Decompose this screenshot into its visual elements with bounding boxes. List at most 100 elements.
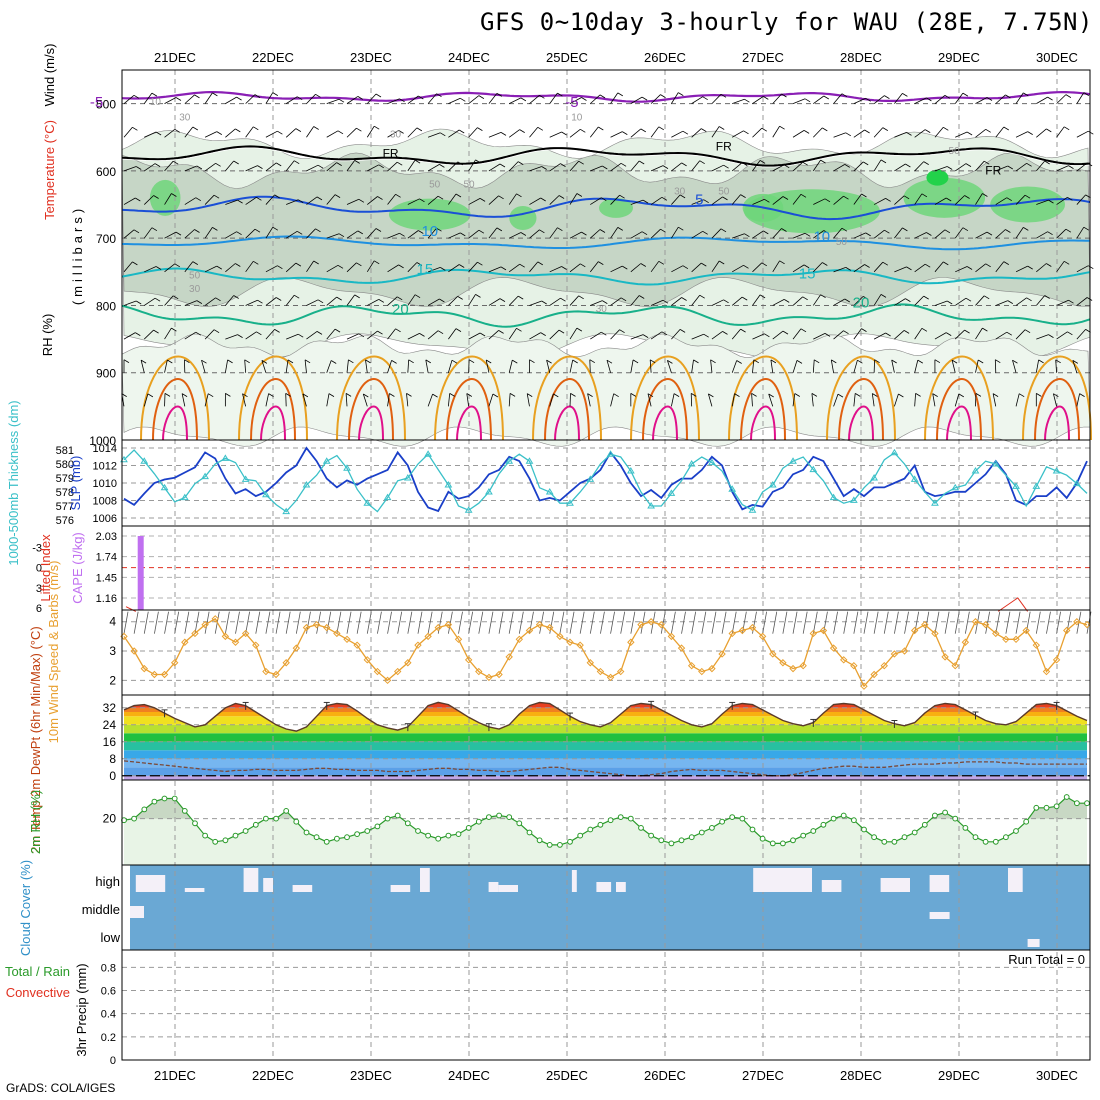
surface-wind-barb (762, 611, 768, 634)
surface-wind-barb (184, 611, 190, 634)
surface-wind-barb (387, 611, 392, 634)
wind-barb-feather (578, 295, 584, 300)
wind-barb-feather (744, 233, 750, 238)
wind-barb-feather (1023, 92, 1029, 97)
rh-contour-label: 30 (189, 284, 201, 295)
wind-barb (225, 128, 236, 138)
wind-barb-feather (561, 266, 567, 270)
wind-barb-feather (699, 160, 705, 165)
wind-barb (407, 159, 416, 172)
surface-wind-barb (559, 611, 565, 634)
wind-barb-feather (257, 165, 263, 169)
temp2m-axis-label: 2m Temp 2m DewPt (6hr Min/Max) (°C) (28, 626, 43, 853)
precip-conv-label: Convective (6, 985, 70, 1000)
wind-barb (731, 360, 738, 373)
rh2m-marker (526, 829, 533, 836)
cloud-high-clear (184, 888, 205, 892)
surface-wind-barb (701, 611, 707, 634)
wind-barb (468, 198, 481, 205)
wind-barb (914, 360, 919, 373)
wind-barb-feather (437, 195, 444, 200)
wind-barb (427, 267, 441, 273)
rh2m-marker (313, 834, 320, 841)
wind-barb (954, 297, 967, 306)
wind-speed-marker (860, 682, 868, 690)
rh2m-marker (1084, 800, 1090, 807)
wind-barb (630, 334, 644, 340)
wind-barb (647, 393, 652, 407)
wind-barb-feather (496, 227, 503, 232)
wind-barb-feather (824, 198, 831, 203)
temp-tick-label: 8 (109, 752, 116, 766)
rh2m-marker (587, 826, 594, 833)
wind-barb-feather (1006, 331, 1013, 336)
wind-barb-feather (995, 359, 1001, 364)
wind-barb-feather (516, 193, 522, 198)
wind-barb-feather (943, 126, 949, 131)
temp-contour-30 (1034, 378, 1080, 441)
upper-axis-labels: RH (%) (40, 314, 55, 357)
wind-speed-marker (191, 629, 199, 638)
wind-speed-marker (454, 635, 463, 644)
wind-barb (590, 197, 602, 205)
wind-barb-feather (475, 159, 481, 164)
wind-barb-feather (570, 393, 576, 397)
wind-barb-feather (741, 162, 748, 166)
wind-barb-feather (1046, 263, 1052, 267)
wind-barb (326, 296, 337, 306)
wind-barb (144, 131, 157, 138)
thickness-marker (322, 457, 331, 464)
wind-speed-marker (1063, 626, 1071, 635)
wind-speed-marker (829, 644, 838, 652)
wind-barb (164, 97, 177, 104)
rh2m-marker (820, 821, 827, 828)
pressure-tick-label: 900 (96, 367, 116, 381)
wind-barb-feather (759, 294, 766, 299)
wind-barb-feather (174, 263, 181, 268)
temp-color-band (124, 775, 1087, 780)
wind-barb-feather (418, 230, 424, 234)
wind-barb (853, 296, 864, 306)
wind-speed-marker (840, 656, 848, 664)
li-tick-label: 6 (36, 603, 42, 615)
wind-barb-feather (436, 227, 442, 232)
wind-barb (387, 296, 398, 306)
wind-barb (569, 160, 579, 172)
surface-wind-barb (904, 611, 909, 634)
surface-wind-barb (164, 611, 169, 634)
wind-barb (526, 393, 530, 407)
wind-barb-feather (630, 393, 637, 397)
wind-barb (932, 393, 936, 407)
wind-barb (711, 126, 720, 138)
wind-barb (873, 294, 882, 306)
wind-barb-feather (184, 359, 190, 364)
wind-barb-feather (296, 96, 303, 101)
wind-barb (346, 230, 359, 239)
surface-wind-barb (894, 611, 899, 634)
wind-barb (387, 98, 400, 105)
wind-barb (326, 162, 337, 172)
wind-barb (569, 359, 574, 373)
thickness-marker (525, 457, 534, 464)
wind-barb (365, 359, 368, 373)
wind-barb-feather (195, 331, 202, 336)
wind-barb-feather (1067, 196, 1073, 201)
wind-barb-feather (770, 359, 777, 364)
surface-wind-barb (1005, 611, 1011, 634)
wind-barb-feather (212, 92, 218, 97)
wind-speed-marker (789, 664, 797, 673)
wind-barb-feather (964, 329, 970, 334)
wind-barb (225, 231, 237, 239)
wind-barb (306, 196, 318, 205)
wind-speed-marker (221, 632, 230, 641)
wind-barb (792, 98, 806, 105)
wind-barb-feather (274, 329, 280, 333)
wind-barb (691, 333, 704, 340)
wind-barb-feather (854, 393, 861, 397)
wind-barb (285, 230, 298, 239)
wind-speed-marker (910, 626, 919, 635)
wind-barb (488, 330, 499, 340)
wind-barb-feather (1038, 359, 1044, 364)
wind-barb (508, 263, 520, 273)
wind-barb (894, 163, 906, 172)
